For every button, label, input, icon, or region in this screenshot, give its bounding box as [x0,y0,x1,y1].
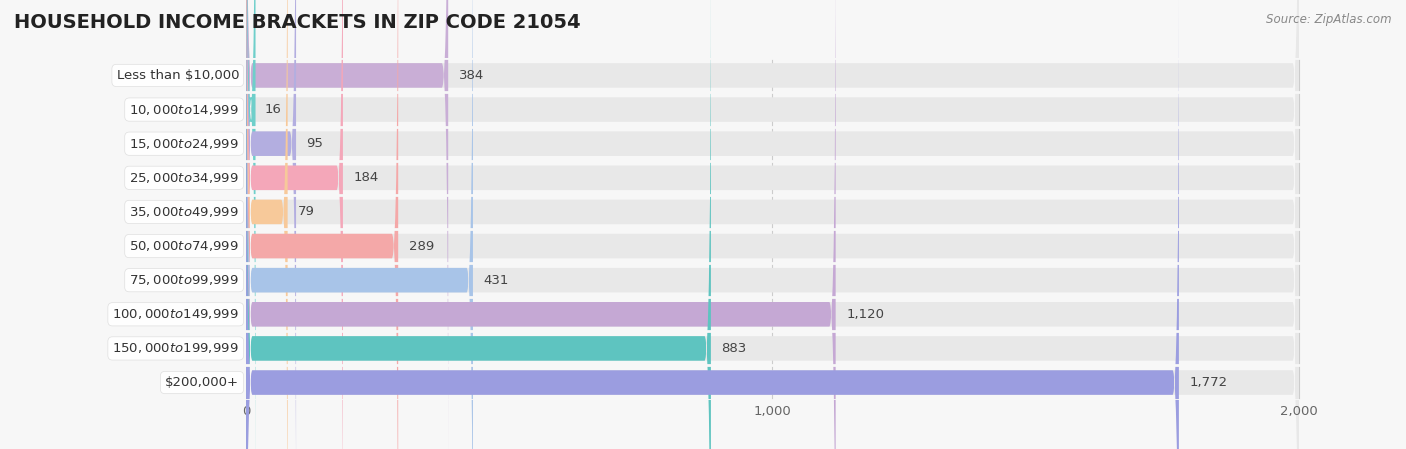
FancyBboxPatch shape [246,0,1299,449]
Text: $15,000 to $24,999: $15,000 to $24,999 [129,136,239,151]
FancyBboxPatch shape [246,0,398,449]
Text: $10,000 to $14,999: $10,000 to $14,999 [129,102,239,117]
FancyBboxPatch shape [246,0,297,449]
FancyBboxPatch shape [246,0,711,449]
FancyBboxPatch shape [246,0,835,449]
FancyBboxPatch shape [246,0,1299,449]
Text: $35,000 to $49,999: $35,000 to $49,999 [129,205,239,219]
FancyBboxPatch shape [246,0,288,449]
FancyBboxPatch shape [246,0,1299,449]
Text: 431: 431 [484,274,509,286]
FancyBboxPatch shape [246,0,1299,449]
Text: $25,000 to $34,999: $25,000 to $34,999 [129,171,239,185]
Text: 1,772: 1,772 [1189,376,1227,389]
Text: 1,120: 1,120 [846,308,884,321]
Text: 16: 16 [264,103,281,116]
Text: 883: 883 [721,342,747,355]
FancyBboxPatch shape [246,0,472,449]
FancyBboxPatch shape [246,0,1299,449]
Text: $75,000 to $99,999: $75,000 to $99,999 [129,273,239,287]
FancyBboxPatch shape [246,0,1299,449]
Text: 289: 289 [409,240,434,252]
Text: 184: 184 [353,172,378,184]
FancyBboxPatch shape [246,0,256,449]
FancyBboxPatch shape [246,0,1299,449]
FancyBboxPatch shape [246,0,1299,449]
FancyBboxPatch shape [246,0,1299,449]
Text: 384: 384 [458,69,484,82]
Text: $50,000 to $74,999: $50,000 to $74,999 [129,239,239,253]
Text: Less than $10,000: Less than $10,000 [117,69,239,82]
Text: 79: 79 [298,206,315,218]
FancyBboxPatch shape [246,0,343,449]
Text: HOUSEHOLD INCOME BRACKETS IN ZIP CODE 21054: HOUSEHOLD INCOME BRACKETS IN ZIP CODE 21… [14,13,581,32]
Text: $150,000 to $199,999: $150,000 to $199,999 [112,341,239,356]
Text: Source: ZipAtlas.com: Source: ZipAtlas.com [1267,13,1392,26]
FancyBboxPatch shape [246,0,1299,449]
Text: $200,000+: $200,000+ [165,376,239,389]
Text: $100,000 to $149,999: $100,000 to $149,999 [112,307,239,321]
FancyBboxPatch shape [246,0,1178,449]
FancyBboxPatch shape [246,0,449,449]
Text: 95: 95 [307,137,323,150]
